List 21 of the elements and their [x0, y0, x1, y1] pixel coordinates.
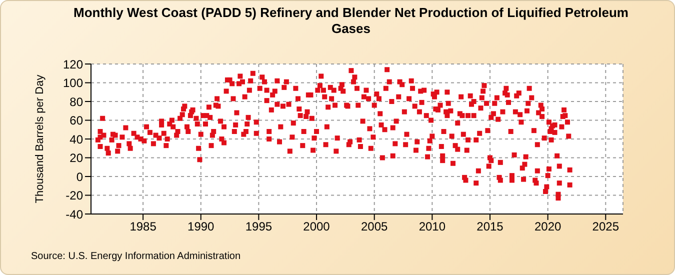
y-tick-label: -40: [66, 207, 84, 222]
x-tick-label: 1985: [130, 220, 157, 234]
y-tick-label: 0: [76, 170, 84, 184]
x-tick-label: 2015: [476, 220, 504, 234]
y-tick-label: -20: [66, 188, 84, 203]
x-tick-label: 1990: [188, 220, 215, 234]
chart-title: Monthly West Coast (PADD 5) Refinery and Blender Net Production of Liquified Petroleum Gases: [72, 5, 630, 37]
y-tick-label: 40: [70, 132, 84, 146]
x-tick-label: 2025: [592, 220, 620, 234]
x-tick-label: 2010: [418, 220, 446, 234]
source-note: Source: U.S. Energy Information Administration: [31, 251, 241, 262]
y-tick-label: 20: [70, 151, 84, 166]
y-tick-label: 120: [62, 57, 84, 72]
y-axis-title: Thousand Barrels per Day: [34, 74, 46, 204]
x-tick-label: 2005: [360, 220, 388, 234]
y-tick-label: 80: [70, 94, 84, 109]
y-tick-label: 60: [70, 114, 84, 128]
y-tick-label: 100: [62, 76, 84, 90]
x-tick-label: 2020: [534, 220, 562, 234]
x-tick-label: 1995: [245, 220, 272, 234]
x-tick-label: 2000: [303, 220, 330, 234]
